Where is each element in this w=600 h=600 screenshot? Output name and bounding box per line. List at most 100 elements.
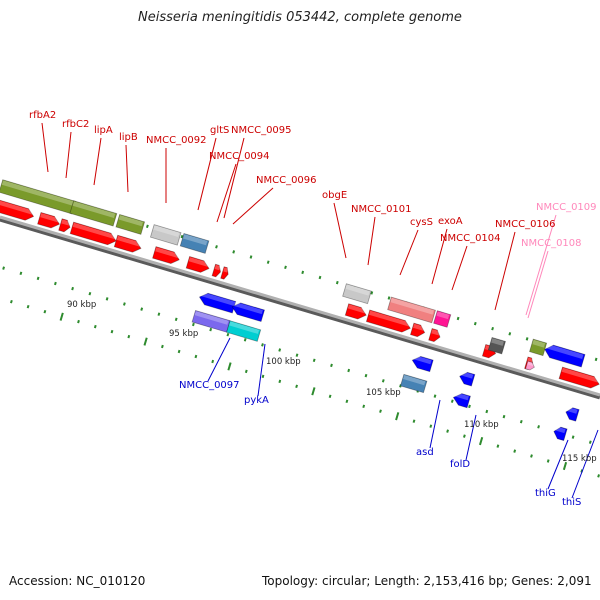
cds-box [433, 310, 452, 328]
tick-mark [519, 419, 523, 424]
tick-mark [412, 419, 416, 423]
backbone-layer [0, 215, 600, 400]
leader-line [429, 399, 441, 449]
tick-mark [381, 379, 385, 383]
tick-mark [345, 399, 349, 404]
tick-mark [244, 369, 248, 374]
leader-line [333, 202, 347, 259]
gene-label: NMCC_0104 [440, 233, 501, 244]
cds-reverse-arrow [231, 301, 265, 323]
tick-mark [379, 409, 382, 413]
scale-label: 115 kbp [562, 454, 597, 464]
cds-box [179, 232, 210, 254]
tick-mark [93, 324, 97, 329]
scale-label: 90 kbp [67, 300, 96, 310]
tick-mark [347, 368, 351, 373]
tick-mark [140, 307, 144, 311]
gene-label: folD [450, 459, 470, 470]
scale-label: 100 kbp [266, 357, 301, 367]
tick-mark [456, 316, 460, 321]
leader-line [525, 214, 557, 316]
tick-mark [77, 319, 80, 324]
tick-mark [278, 379, 282, 384]
tick-mark [266, 260, 270, 264]
gene-label: thiG [535, 488, 556, 499]
tick-mark [243, 338, 247, 342]
scale-label: 105 kbp [366, 388, 401, 398]
tick-mark [429, 424, 433, 428]
tick-mark [463, 434, 466, 438]
tick-mark [54, 281, 57, 286]
cds-forward-arrow [558, 366, 600, 389]
cds-box [149, 224, 182, 246]
tick-mark [88, 291, 92, 296]
cds-reverse-arrow [459, 371, 476, 387]
leader-line [451, 245, 468, 291]
tick-mark [301, 270, 305, 275]
tick-mark [335, 280, 339, 285]
label-layer: 90 kbp 95 kbp 100 kbp 105 kbp 110 kbp 115 kbp… [29, 110, 597, 508]
tick-mark [26, 304, 30, 309]
tick-mark [295, 384, 298, 389]
tick-mark [330, 363, 333, 368]
gene-label: rfbA2 [29, 110, 56, 121]
tick-mark [370, 291, 374, 295]
tick-mark [571, 435, 575, 439]
scale-label: 110 kbp [464, 420, 499, 430]
cds-forward-arrow [365, 309, 411, 333]
tick-mark [194, 354, 198, 359]
tick-mark [143, 337, 148, 346]
gene-label: pykA [244, 395, 269, 406]
leader-line [197, 137, 217, 211]
cds-forward-arrow [69, 221, 117, 246]
tick-mark [546, 459, 550, 463]
tick-mark [209, 327, 213, 332]
tick-mark [215, 245, 218, 249]
leader-line [431, 228, 448, 285]
leader-line [65, 131, 72, 179]
leader-line [207, 337, 231, 382]
gene-label: NMCC_0101 [351, 204, 412, 215]
cds-forward-arrow [344, 303, 367, 320]
gene-label: thiS [562, 497, 581, 508]
cds-forward-arrow [113, 234, 142, 253]
tick-mark [19, 271, 23, 276]
tick-mark [284, 265, 287, 270]
cds-reverse-arrow [198, 291, 237, 314]
scale-label: 95 kbp [169, 329, 198, 339]
cds-box [525, 360, 535, 371]
tick-mark [446, 429, 449, 433]
backbone-shadow [0, 216, 600, 400]
cds-box [0, 179, 77, 215]
tick-mark [395, 412, 400, 421]
tick-mark [513, 449, 517, 453]
feature-layer [0, 179, 600, 442]
gene-label: NMCC_0109 [536, 202, 597, 213]
tick-mark [105, 297, 109, 301]
gene-label: exoA [438, 216, 463, 227]
gene-label: NMCC_0092 [146, 135, 207, 146]
tick-mark [232, 250, 236, 254]
tick-mark [537, 425, 540, 429]
tick-mark [71, 286, 74, 291]
backbone-line [0, 215, 600, 397]
tick-mark [2, 266, 5, 270]
tick-mark [473, 321, 477, 326]
tick-mark [485, 409, 489, 414]
tick-mark [502, 414, 506, 419]
tick-mark [278, 348, 282, 352]
genome-summary-text: Topology: circular; Length: 2,153,416 bp… [262, 574, 592, 588]
cds-forward-arrow [211, 263, 221, 278]
tick-mark [530, 454, 533, 458]
leader-line [527, 250, 549, 319]
cds-box [115, 213, 146, 235]
gene-label: NMCC_0108 [521, 238, 582, 249]
tick-mark [123, 302, 126, 306]
tick-mark [468, 404, 471, 409]
tick-mark [562, 461, 568, 471]
tick-mark [43, 309, 47, 314]
gene-label: gltS [210, 125, 229, 136]
tick-mark [433, 394, 437, 398]
tick-mark [180, 234, 184, 239]
